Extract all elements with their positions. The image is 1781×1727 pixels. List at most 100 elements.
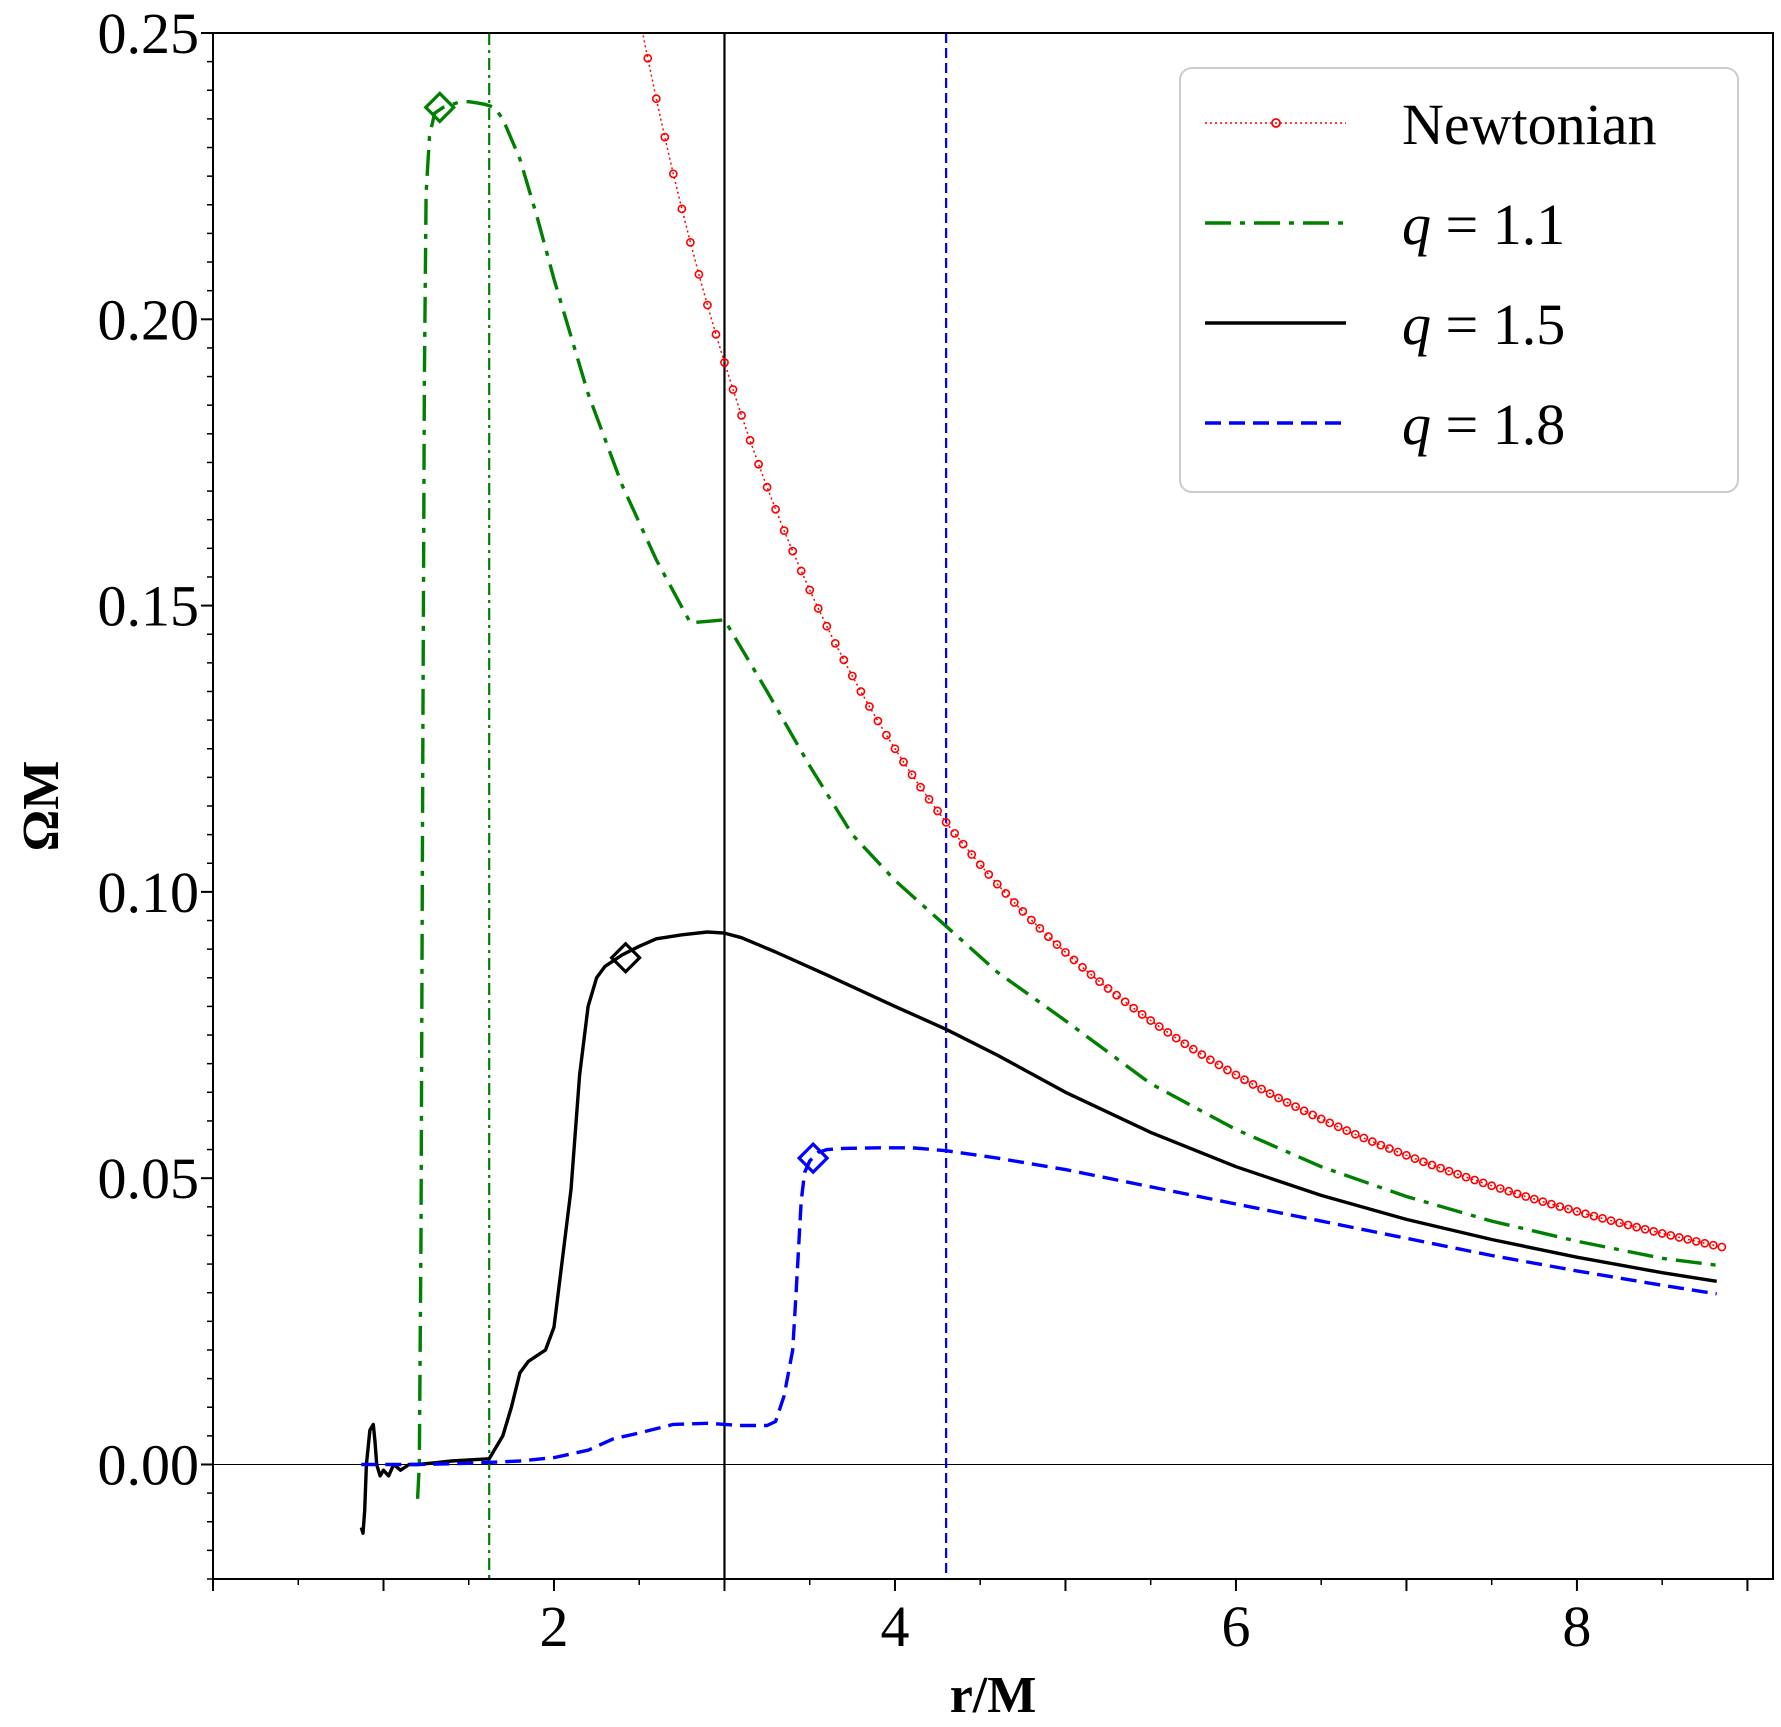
newtonian-point (1615, 1218, 1624, 1228)
newtonian-point (1163, 1028, 1173, 1037)
newtonian-point (805, 585, 815, 595)
newtonian-point (856, 687, 866, 696)
diamond-marker-q11 (423, 91, 457, 124)
newtonian-point (1623, 1220, 1633, 1230)
newtonian-point (1504, 1186, 1514, 1196)
newtonian-point (1205, 1055, 1215, 1065)
legend-marker-newtonian (1271, 118, 1281, 128)
newtonian-point (1419, 1157, 1428, 1167)
x-tick-label: 2 (539, 1594, 568, 1659)
newtonian-point (1231, 1070, 1241, 1080)
x-tick-label: 4 (880, 1594, 909, 1659)
newtonian-point (1095, 977, 1104, 986)
newtonian-point (1521, 1192, 1531, 1201)
newtonian-point (1018, 906, 1028, 916)
newtonian-point (651, 94, 661, 104)
series-line-q11 (415, 100, 1717, 1499)
newtonian-point (1282, 1097, 1292, 1107)
newtonian-point (1333, 1122, 1343, 1132)
diamond-marker-q15 (609, 941, 642, 974)
newtonian-point (1291, 1102, 1301, 1112)
newtonian-point (1274, 1093, 1283, 1103)
newtonian-point (1137, 1010, 1147, 1019)
newtonian-point (975, 860, 985, 870)
series-line-q15 (359, 930, 1717, 1535)
newtonian-point (1538, 1197, 1548, 1207)
newtonian-point (1001, 889, 1011, 898)
marker-layer (423, 91, 830, 1175)
newtonian-point (694, 269, 704, 279)
newtonian-point (1078, 962, 1087, 972)
newtonian-point (882, 730, 891, 740)
newtonian-point (1035, 923, 1045, 933)
newtonian-point (1376, 1140, 1386, 1150)
newtonian-point (779, 526, 789, 536)
x-axis-label: r/M (950, 1667, 1037, 1724)
legend-label-q11: q = 1.1 (1402, 192, 1565, 257)
legend: Newtonian q = 1.1 q = 1.5 q = 1.8 (1179, 67, 1739, 493)
newtonian-point (1009, 898, 1019, 907)
y-tick-label: 0.20 (98, 287, 200, 352)
newtonian-point (788, 546, 798, 556)
newtonian-point (1086, 970, 1096, 979)
newtonian-point (950, 828, 960, 838)
diamond-marker-q18 (796, 1141, 830, 1175)
x-tick-label: 8 (1562, 1594, 1591, 1659)
newtonian-point (1223, 1065, 1232, 1075)
legend-label-q15: q = 1.5 (1402, 292, 1565, 357)
newtonian-point (1700, 1238, 1710, 1248)
newtonian-point (660, 132, 670, 142)
newtonian-point (1308, 1110, 1318, 1120)
newtonian-point (1240, 1075, 1249, 1085)
newtonian-point (1299, 1106, 1309, 1116)
newtonian-point (1666, 1231, 1676, 1240)
newtonian-point (1546, 1199, 1556, 1209)
newtonian-point (1384, 1144, 1394, 1153)
newtonian-point (1129, 1003, 1139, 1013)
newtonian-point (1453, 1169, 1462, 1179)
newtonian-point (1674, 1233, 1684, 1242)
newtonian-point (1436, 1163, 1445, 1173)
newtonian-point (1061, 947, 1070, 957)
newtonian-point (1555, 1202, 1565, 1212)
newtonian-point (677, 204, 687, 214)
y-tick-label: 0.05 (98, 1146, 200, 1211)
newtonian-point (1265, 1089, 1275, 1098)
newtonian-point (1444, 1166, 1454, 1176)
newtonian-point (992, 879, 1002, 889)
newtonian-point (1529, 1194, 1539, 1204)
newtonian-point (1154, 1022, 1164, 1031)
newtonian-point (933, 806, 942, 816)
newtonian-point (1188, 1044, 1198, 1054)
newtonian-point (924, 794, 934, 804)
newtonian-point (1052, 940, 1062, 949)
newtonian-point (1069, 955, 1079, 965)
newtonian-point (1708, 1240, 1718, 1250)
x-axis: 2 4 6 8 (212, 1579, 1749, 1659)
newtonian-point (1180, 1039, 1190, 1049)
newtonian-point (958, 839, 968, 849)
newtonian-point (1640, 1224, 1650, 1234)
newtonian-point (720, 358, 729, 367)
y-tick-label: 0.00 (98, 1432, 200, 1497)
newtonian-point (1197, 1050, 1207, 1059)
y-axis: 0.00 0.05 0.10 0.15 0.20 0.25 (98, 1, 213, 1580)
newtonian-point (1512, 1189, 1522, 1199)
newtonian-point (1342, 1126, 1352, 1135)
newtonian-point (754, 459, 763, 469)
newtonian-point (1461, 1172, 1471, 1182)
newtonian-point (1350, 1129, 1360, 1139)
series-layer (359, 33, 1727, 1535)
newtonian-point (643, 53, 653, 63)
legend-label-q18: q = 1.8 (1402, 392, 1565, 457)
legend-label-newtonian: Newtonian (1402, 92, 1657, 157)
newtonian-point (1606, 1216, 1616, 1226)
newtonian-point (771, 504, 781, 514)
newtonian-point (1598, 1213, 1607, 1223)
newtonian-point (796, 566, 806, 576)
newtonian-point (711, 329, 721, 339)
newtonian-point (847, 671, 857, 681)
newtonian-point (1171, 1033, 1181, 1043)
newtonian-point (1120, 997, 1130, 1007)
newtonian-point (1470, 1175, 1480, 1185)
